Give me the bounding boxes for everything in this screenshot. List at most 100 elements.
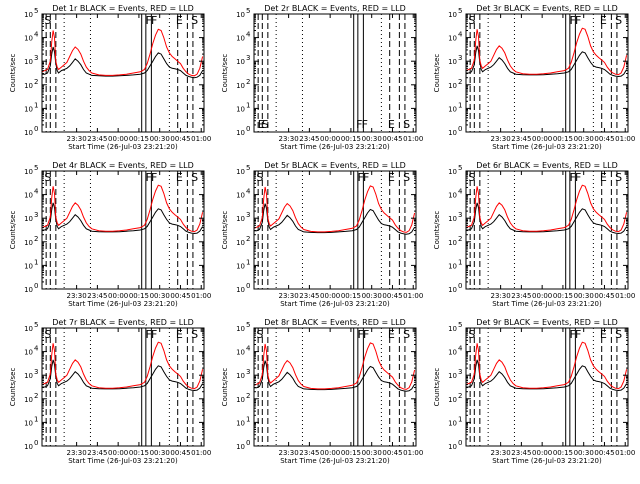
y-tick-label: 10 [24,239,33,247]
event-label: F [151,328,157,341]
x-tick-label: 00:45 [594,135,614,143]
event-label: S [191,14,198,27]
x-axis-label: Start Time (26-Jul-03 23:21:20) [68,143,178,151]
x-axis-label: Start Time (26-Jul-03 23:21:20) [492,143,602,151]
x-tick-label: 00:30 [574,292,594,300]
x-tick-label: 00:15 [341,292,361,300]
x-tick-label: 23:30 [67,292,87,300]
y-tick-exponent: 5 [246,7,250,15]
y-tick-label: 10 [236,11,245,19]
x-tick-label: 01:00 [403,449,423,457]
y-tick-label: 10 [24,396,33,404]
plot-frame [253,170,417,290]
y-axis-label: Counts/sec [9,211,17,250]
lld-series-line [41,184,204,233]
event-label: E [600,328,607,341]
chart-title: Det 9r BLACK = Events, RED = LLD [476,318,618,327]
y-tick-exponent: 0 [246,439,250,447]
y-tick-exponent: 5 [458,7,462,15]
events-series-line [466,359,628,392]
event-label: E [388,171,395,184]
y-tick-exponent: 4 [458,31,463,39]
event-label: S [44,328,51,341]
event-label: F [356,118,362,131]
lld-series-line [41,28,204,77]
x-tick-label: 00:45 [382,449,402,457]
x-tick-label: 00:00 [320,135,340,143]
event-label: F [575,171,581,184]
y-tick-label: 10 [448,396,457,404]
y-tick-label: 10 [448,372,457,380]
y-tick-exponent: 1 [246,415,250,423]
y-tick-exponent: 4 [246,345,251,353]
x-tick-label: 00:00 [108,449,128,457]
x-tick-label: 00:30 [574,449,594,457]
x-tick-label: 00:00 [320,292,340,300]
plot-frame [465,13,629,133]
x-tick-label: 01:00 [615,135,635,143]
x-axis-label: Start Time (26-Jul-03 23:21:20) [68,300,178,308]
event-label: F [363,328,369,341]
y-tick-exponent: 3 [34,368,38,376]
y-tick-label: 10 [236,286,245,294]
x-tick-label: 00:00 [532,135,552,143]
y-tick-exponent: 2 [458,235,462,243]
plot-frame [253,13,417,133]
x-tick-label: 23:30 [279,292,299,300]
chart-title: Det 5r BLACK = Events, RED = LLD [264,161,406,170]
y-tick-exponent: 3 [246,368,250,376]
x-tick-label: 00:15 [129,292,149,300]
y-tick-exponent: 5 [458,321,462,329]
x-tick-label: 01:00 [191,135,211,143]
y-tick-label: 10 [448,286,457,294]
x-tick-label: 00:00 [532,449,552,457]
y-tick-label: 10 [448,443,457,451]
x-tick-label: 01:00 [191,449,211,457]
y-tick-label: 10 [236,215,245,223]
event-label: E [600,171,607,184]
y-tick-exponent: 3 [458,54,462,62]
y-tick-exponent: 0 [34,439,38,447]
x-tick-label: 23:30 [279,449,299,457]
y-tick-label: 10 [448,192,457,200]
y-tick-exponent: 4 [34,345,39,353]
y-axis-label: Counts/sec [433,211,441,250]
y-tick-label: 10 [236,192,245,200]
event-label: F [363,171,369,184]
events-series-line [42,359,204,392]
x-tick-label: 23:45 [299,449,319,457]
y-tick-label: 10 [448,168,457,176]
event-label: S [468,14,475,27]
chart-title: Det 3r BLACK = Events, RED = LLD [476,4,618,13]
event-label: E [600,14,607,27]
y-tick-label: 10 [448,105,457,113]
lld-series-line [465,184,628,233]
x-tick-label: 00:00 [320,449,340,457]
event-label: E [388,328,395,341]
x-tick-label: 23:30 [491,292,511,300]
x-tick-label: 00:15 [553,135,573,143]
y-tick-label: 10 [448,129,457,137]
chart-title: Det 8r BLACK = Events, RED = LLD [264,318,406,327]
y-tick-label: 10 [236,82,245,90]
y-tick-label: 10 [236,349,245,357]
y-tick-exponent: 3 [246,211,250,219]
y-tick-label: 10 [24,192,33,200]
x-tick-label: 23:30 [491,449,511,457]
y-tick-exponent: 3 [34,54,38,62]
event-label: S [615,328,622,341]
y-tick-label: 10 [236,419,245,427]
y-tick-exponent: 2 [246,235,250,243]
x-tick-label: 23:45 [511,292,531,300]
plot-frame [41,13,205,133]
y-tick-exponent: 4 [246,31,251,39]
y-tick-label: 10 [236,372,245,380]
y-tick-label: 10 [24,286,33,294]
y-tick-exponent: 2 [246,392,250,400]
x-axis-label: Start Time (26-Jul-03 23:21:20) [492,457,602,465]
x-tick-label: 00:15 [341,449,361,457]
